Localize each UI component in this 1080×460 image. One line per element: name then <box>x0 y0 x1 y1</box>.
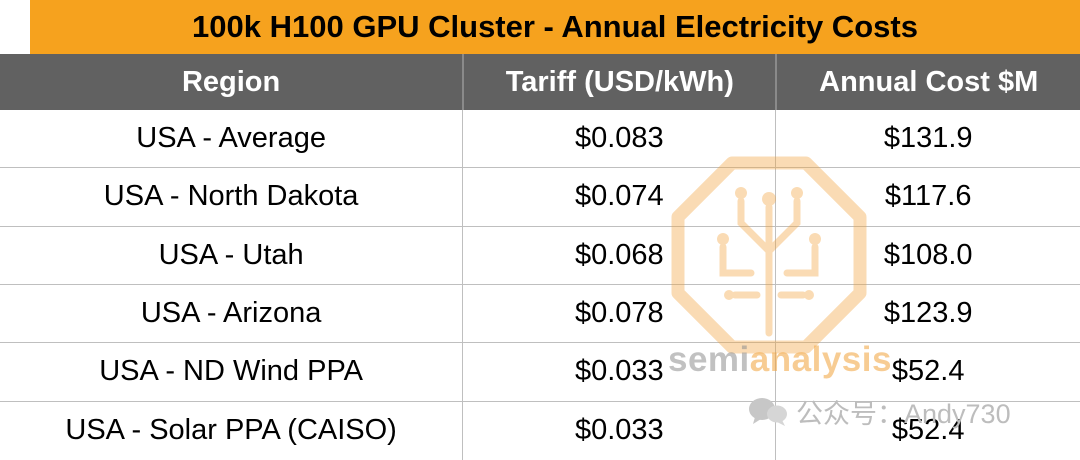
cell-region: USA - Utah <box>0 227 463 285</box>
cell-tariff: $0.078 <box>462 284 776 344</box>
column-header-annual-cost: Annual Cost $M <box>775 54 1080 110</box>
column-header-region: Region <box>0 54 463 110</box>
cell-annual-cost: $52.4 <box>775 401 1080 460</box>
table-row: USA - Solar PPA (CAISO) $0.033 $52.4 <box>0 401 1080 460</box>
cell-region: USA - North Dakota <box>0 168 463 227</box>
cell-tariff: $0.033 <box>462 401 775 460</box>
cell-tariff: $0.068 <box>462 226 776 285</box>
cell-annual-cost: $131.9 <box>775 110 1080 169</box>
electricity-cost-table: Region Tariff (USD/kWh) Annual Cost $M U… <box>0 54 1080 460</box>
cell-annual-cost: $108.0 <box>775 226 1080 285</box>
table-row: USA - Utah $0.068 $108.0 <box>0 226 1080 285</box>
table-header-row: Region Tariff (USD/kWh) Annual Cost $M <box>0 54 1080 110</box>
cell-region: USA - ND Wind PPA <box>0 343 463 402</box>
cell-tariff: $0.074 <box>462 168 776 227</box>
cell-region: USA - Arizona <box>0 285 463 344</box>
table-row: USA - Arizona $0.078 $123.9 <box>0 284 1080 344</box>
cell-region: USA - Solar PPA (CAISO) <box>65 414 397 447</box>
cell-tariff: $0.083 <box>462 110 776 169</box>
cell-region: USA - Average <box>0 110 463 169</box>
cell-annual-cost: $52.4 <box>775 343 1080 402</box>
cell-annual-cost: $117.6 <box>775 168 1080 227</box>
cell-tariff: $0.033 <box>462 343 776 402</box>
column-header-tariff: Tariff (USD/kWh) <box>462 54 776 110</box>
table-row: USA - ND Wind PPA $0.033 $52.4 <box>0 343 1080 402</box>
cell-annual-cost: $123.9 <box>775 284 1080 344</box>
table-row: USA - North Dakota $0.074 $117.6 <box>0 168 1080 227</box>
page-title: 100k H100 GPU Cluster - Annual Electrici… <box>30 0 1080 54</box>
table-row: USA - Average $0.083 $131.9 <box>0 110 1080 169</box>
